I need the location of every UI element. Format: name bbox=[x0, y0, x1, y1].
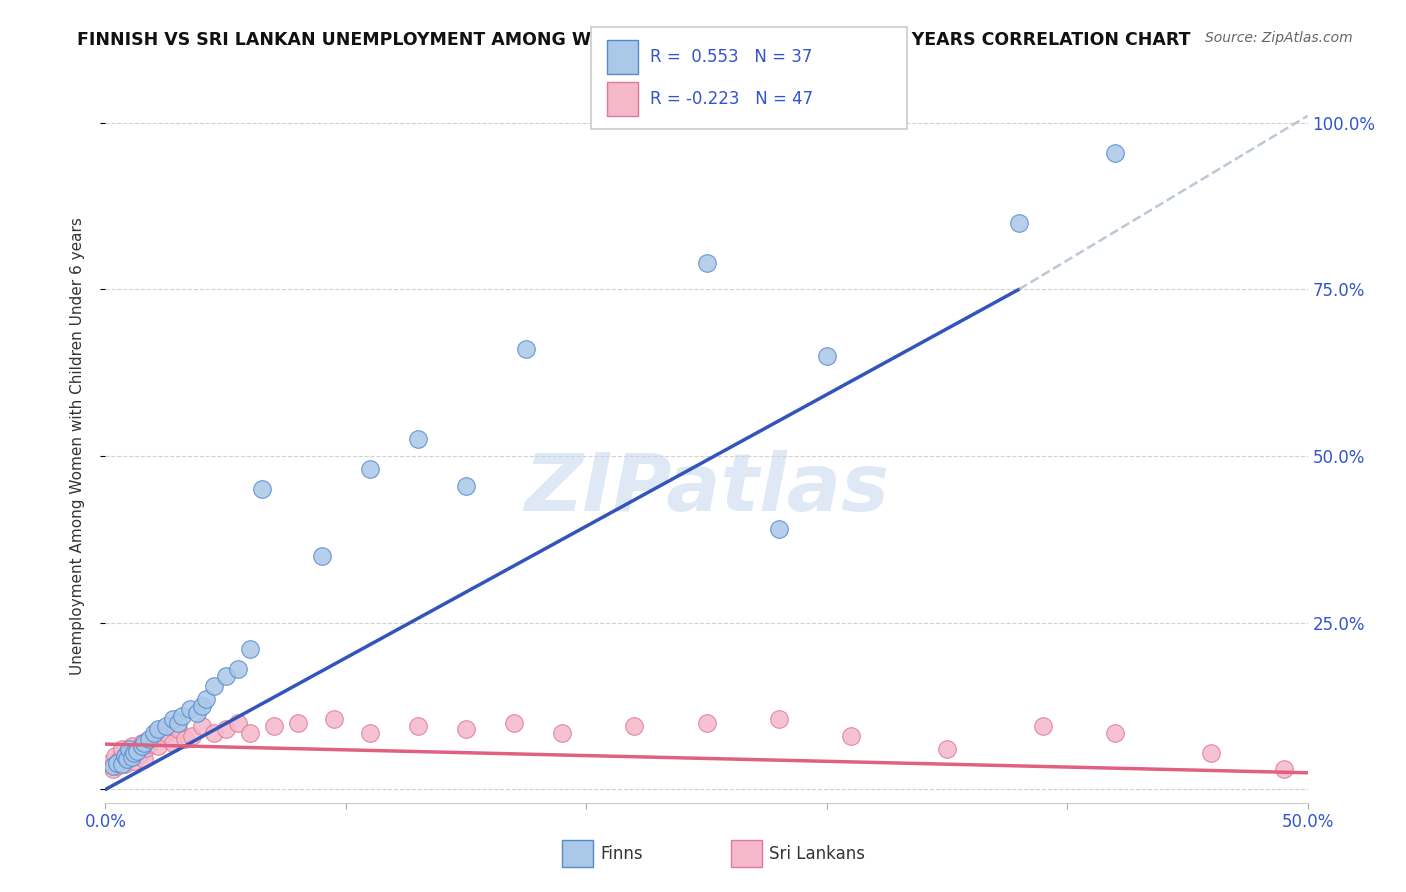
Point bbox=[121, 750, 143, 764]
Point bbox=[456, 479, 478, 493]
Text: R =  0.553   N = 37: R = 0.553 N = 37 bbox=[650, 48, 811, 66]
Point bbox=[162, 713, 184, 727]
Point bbox=[155, 719, 177, 733]
Point bbox=[142, 725, 165, 739]
Point bbox=[214, 723, 236, 737]
Point bbox=[250, 483, 273, 497]
Point bbox=[111, 742, 134, 756]
Point bbox=[226, 715, 249, 730]
Point bbox=[135, 741, 157, 756]
Point bbox=[263, 719, 285, 733]
Point bbox=[124, 755, 146, 769]
Point bbox=[162, 736, 184, 750]
Point bbox=[114, 757, 136, 772]
Point bbox=[195, 692, 218, 706]
Point bbox=[202, 725, 225, 739]
Point bbox=[138, 732, 160, 747]
Point bbox=[406, 719, 429, 733]
Point bbox=[214, 669, 236, 683]
Point bbox=[311, 549, 333, 563]
Point bbox=[179, 702, 201, 716]
Point bbox=[131, 736, 153, 750]
Text: Sri Lankans: Sri Lankans bbox=[769, 845, 865, 863]
Point bbox=[359, 725, 381, 739]
Point bbox=[173, 732, 195, 747]
Point bbox=[1201, 746, 1223, 760]
Text: R = -0.223   N = 47: R = -0.223 N = 47 bbox=[650, 90, 813, 108]
Point bbox=[142, 729, 165, 743]
Point bbox=[406, 433, 429, 447]
Point bbox=[936, 742, 959, 756]
Point bbox=[190, 719, 212, 733]
Point bbox=[239, 642, 262, 657]
Point bbox=[839, 729, 862, 743]
Point bbox=[181, 729, 204, 743]
Point bbox=[172, 709, 194, 723]
Point bbox=[503, 715, 526, 730]
Point bbox=[114, 749, 136, 764]
Point bbox=[456, 723, 478, 737]
Point bbox=[107, 756, 129, 770]
Point bbox=[111, 757, 134, 772]
Point bbox=[108, 752, 131, 766]
Point bbox=[190, 699, 212, 714]
Point bbox=[125, 744, 148, 758]
Point bbox=[118, 750, 141, 764]
Point bbox=[155, 725, 177, 739]
Y-axis label: Unemployment Among Women with Children Under 6 years: Unemployment Among Women with Children U… bbox=[70, 217, 84, 675]
Point bbox=[124, 746, 146, 760]
Text: Finns: Finns bbox=[600, 845, 643, 863]
Point bbox=[104, 749, 127, 764]
Text: FINNISH VS SRI LANKAN UNEMPLOYMENT AMONG WOMEN WITH CHILDREN UNDER 6 YEARS CORRE: FINNISH VS SRI LANKAN UNEMPLOYMENT AMONG… bbox=[77, 31, 1191, 49]
Point bbox=[115, 752, 138, 766]
Point bbox=[815, 349, 838, 363]
Point bbox=[132, 752, 155, 766]
Point bbox=[148, 739, 170, 753]
Point bbox=[1272, 763, 1295, 777]
Point bbox=[287, 715, 309, 730]
Point bbox=[226, 662, 249, 676]
Point bbox=[768, 713, 790, 727]
Point bbox=[121, 739, 143, 753]
Point bbox=[1032, 719, 1054, 733]
Point bbox=[166, 723, 188, 737]
Point bbox=[1104, 145, 1126, 160]
Point bbox=[98, 756, 121, 770]
Point bbox=[239, 725, 262, 739]
Point bbox=[101, 759, 124, 773]
Point bbox=[166, 715, 188, 730]
Point bbox=[322, 713, 344, 727]
Point bbox=[768, 522, 790, 536]
Point bbox=[186, 706, 208, 720]
Point bbox=[101, 763, 124, 777]
Point bbox=[128, 747, 150, 762]
Text: Source: ZipAtlas.com: Source: ZipAtlas.com bbox=[1205, 31, 1353, 45]
Point bbox=[148, 723, 170, 737]
Point bbox=[125, 744, 148, 758]
Point bbox=[1008, 216, 1031, 230]
Point bbox=[623, 719, 645, 733]
Point bbox=[551, 725, 574, 739]
Point bbox=[515, 343, 537, 357]
Point bbox=[107, 759, 129, 773]
Point bbox=[131, 739, 153, 753]
Text: ZIPatlas: ZIPatlas bbox=[524, 450, 889, 528]
Point bbox=[115, 746, 138, 760]
Point bbox=[132, 736, 155, 750]
Point bbox=[696, 715, 718, 730]
Point bbox=[138, 737, 160, 751]
Point bbox=[139, 732, 162, 747]
Point bbox=[202, 679, 225, 693]
Point bbox=[1104, 725, 1126, 739]
Point bbox=[696, 255, 718, 269]
Point bbox=[359, 462, 381, 476]
Point bbox=[118, 742, 141, 756]
